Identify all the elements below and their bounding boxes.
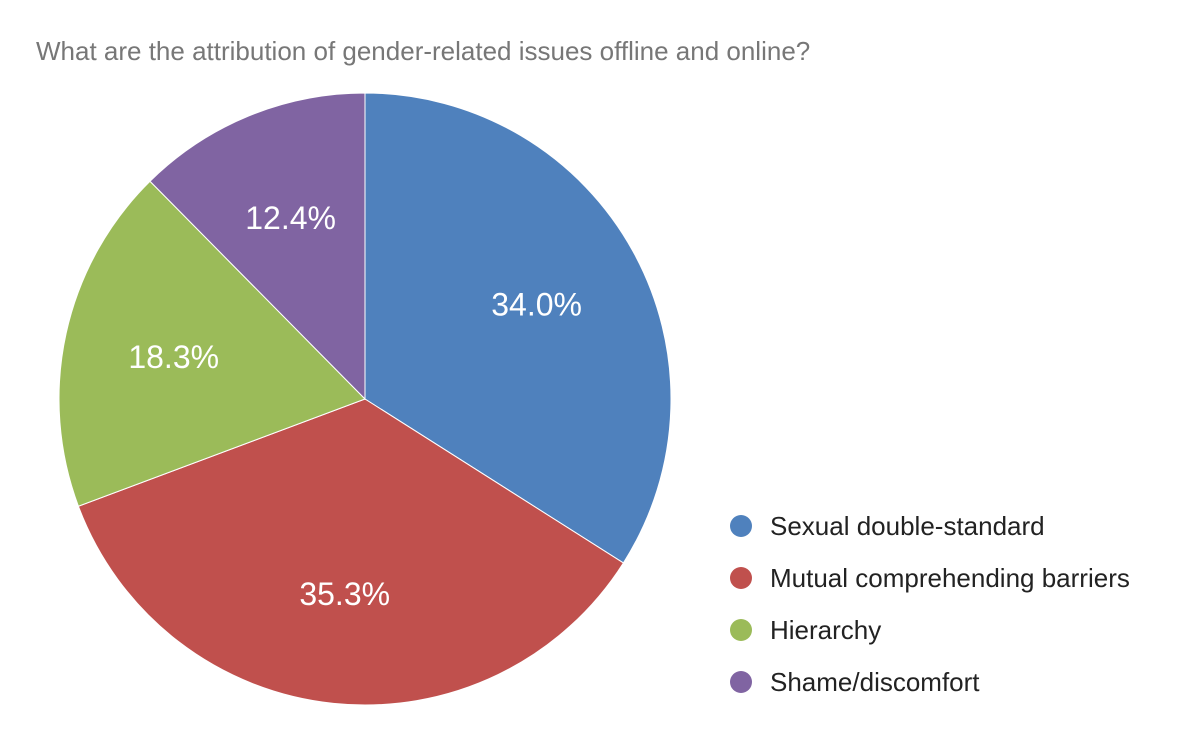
- legend-label-mutual-comprehending-barriers: Mutual comprehending barriers: [770, 562, 1130, 593]
- legend-marker-shame-discomfort: [730, 671, 752, 693]
- pie-slice-sexual-double-standard: [364, 92, 672, 564]
- data-label-hierarchy: 18.3%: [128, 339, 219, 375]
- pie-slice-shame-discomfort: [149, 92, 366, 401]
- data-label-sexual-double-standard: 34.0%: [491, 287, 582, 323]
- pie-slice-hierarchy: [58, 180, 366, 507]
- legend-label-hierarchy: Hierarchy: [770, 614, 882, 645]
- pie-slice-mutual-comprehending-barriers: [77, 398, 625, 706]
- legend-label-shame-discomfort: Shame/discomfort: [770, 666, 980, 697]
- pie-slices: [58, 92, 672, 706]
- pie-data-labels: 34.0% 35.3% 18.3% 12.4%: [128, 200, 582, 612]
- legend-item-hierarchy: Hierarchy: [730, 604, 1130, 656]
- legend-marker-mutual-comprehending-barriers: [730, 567, 752, 589]
- data-label-mutual-comprehending-barriers: 35.3%: [299, 576, 390, 612]
- legend-item-shame-discomfort: Shame/discomfort: [730, 656, 1130, 708]
- legend-item-sexual-double-standard: Sexual double-standard: [730, 500, 1130, 552]
- legend-marker-hierarchy: [730, 619, 752, 641]
- legend-label-sexual-double-standard: Sexual double-standard: [770, 510, 1045, 541]
- legend-item-mutual-comprehending-barriers: Mutual comprehending barriers: [730, 552, 1130, 604]
- data-label-shame-discomfort: 12.4%: [245, 200, 336, 236]
- chart-title: What are the attribution of gender-relat…: [36, 36, 811, 66]
- legend: Sexual double-standard Mutual comprehend…: [730, 500, 1130, 708]
- legend-marker-sexual-double-standard: [730, 515, 752, 537]
